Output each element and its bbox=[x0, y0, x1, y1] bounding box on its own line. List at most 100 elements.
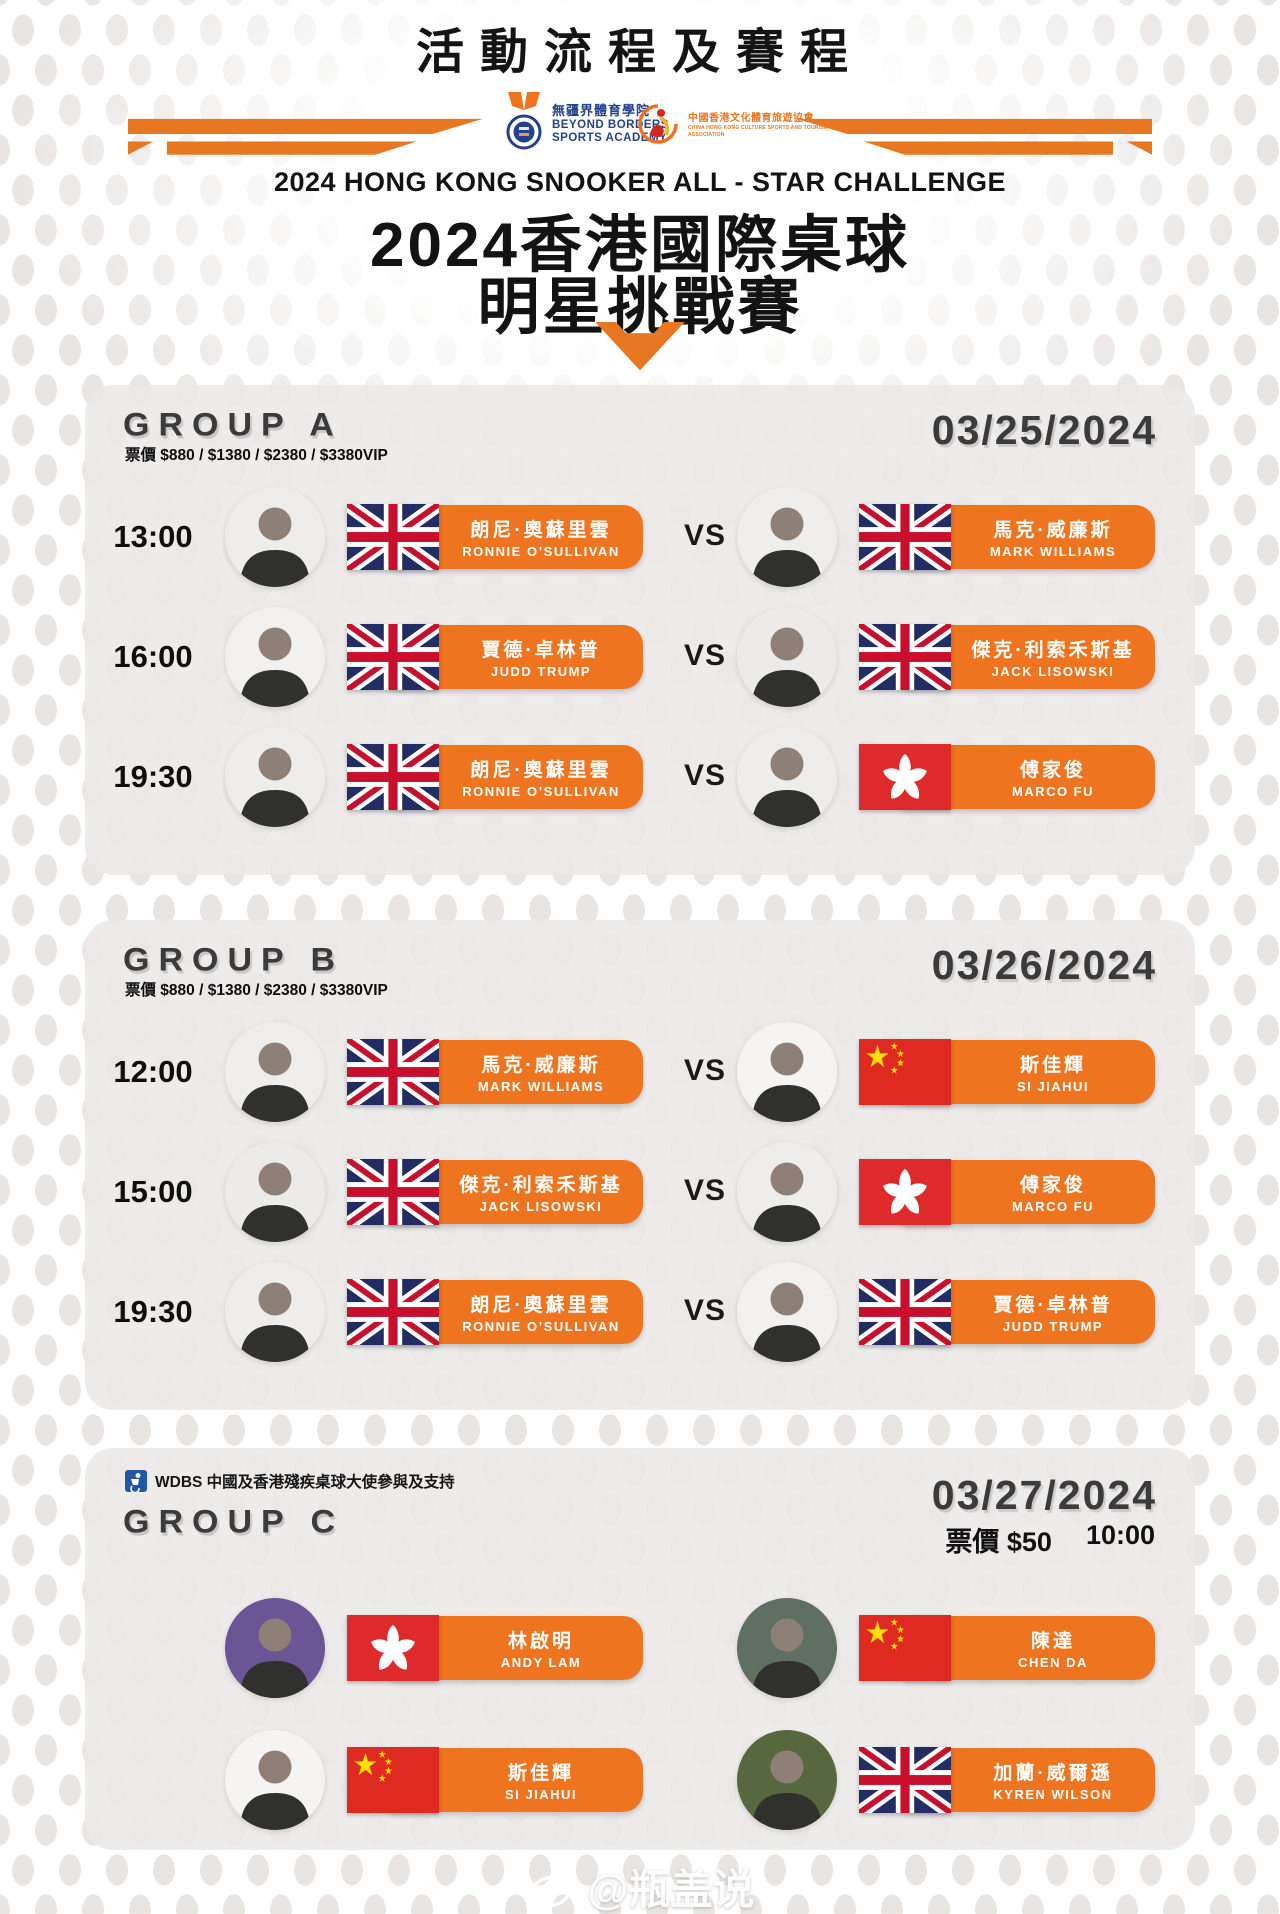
flag-uk-icon bbox=[347, 1159, 439, 1225]
wdbs-note-text: WDBS 中國及香港殘疾桌球大使參與及支持 bbox=[155, 1474, 455, 1491]
person-silhouette-icon bbox=[240, 747, 310, 827]
match-time: 19:30 bbox=[113, 1294, 193, 1329]
player-name-en: RONNIE O’SULLIVAN bbox=[462, 544, 620, 559]
flag-uk-icon bbox=[347, 624, 439, 690]
player-name-cn: 傑克·利索禾斯基 bbox=[971, 640, 1135, 661]
player-name-en: ANDY LAM bbox=[500, 1655, 582, 1670]
player-name-cn: 朗尼·奧蘇里雲 bbox=[470, 520, 612, 541]
player: 朗尼·奧蘇里雲 RONNIE O’SULLIVAN bbox=[225, 727, 643, 827]
bbsa-name-en2: SPORTS ACADEMY bbox=[552, 132, 668, 145]
person-silhouette-icon bbox=[752, 1162, 822, 1242]
chkcsta-name-en: CHINA HONG KONG CULTURE SPORTS AND TOURI… bbox=[688, 125, 829, 138]
event-title-cn-line1: 2024香港國際桌球 bbox=[370, 211, 910, 280]
player-photo bbox=[225, 1262, 325, 1362]
player: 斯佳輝 SI JIAHUI bbox=[737, 1022, 1155, 1122]
player-photo bbox=[737, 1730, 837, 1830]
player: 斯佳輝 SI JIAHUI bbox=[225, 1730, 643, 1830]
player-photo bbox=[737, 607, 837, 707]
person-silhouette-icon bbox=[752, 1750, 822, 1830]
match-row: 19:30 VS 朗尼·奧蘇里雲 RONNIE O’SULLIVAN bbox=[85, 1262, 1195, 1362]
player-photo bbox=[225, 487, 325, 587]
player-photo bbox=[225, 1022, 325, 1122]
player: 傅家俊 MARCO FU bbox=[737, 727, 1155, 827]
person-silhouette-icon bbox=[240, 507, 310, 587]
group-start-time: 10:00 bbox=[1085, 1520, 1155, 1550]
player-name-en: CHEN DA bbox=[1018, 1655, 1088, 1670]
group-date: 03/27/2024 bbox=[931, 1472, 1157, 1518]
flag-hk-icon bbox=[859, 744, 951, 810]
player-name-cn: 馬克·威廉斯 bbox=[993, 520, 1113, 541]
player-name-en: SI JIAHUI bbox=[504, 1787, 577, 1802]
player-photo bbox=[737, 1262, 837, 1362]
player: 馬克·威廉斯 MARK WILLIAMS bbox=[737, 487, 1155, 587]
match-time: 19:30 bbox=[113, 759, 193, 794]
player-name-en: JUDD TRUMP bbox=[490, 664, 592, 679]
wing-decoration-left bbox=[128, 118, 483, 155]
player-photo bbox=[225, 607, 325, 707]
match-time: 16:00 bbox=[113, 639, 193, 674]
group-ticket-price: 票價 $50 bbox=[945, 1527, 1052, 1557]
player-name-en: KYREN WILSON bbox=[993, 1787, 1113, 1802]
player-name-en: JUDD TRUMP bbox=[1002, 1319, 1104, 1334]
match-time: 15:00 bbox=[113, 1174, 193, 1209]
flag-uk-icon bbox=[347, 504, 439, 570]
person-silhouette-icon bbox=[240, 1618, 310, 1698]
player-photo bbox=[737, 727, 837, 827]
vs-label: VS bbox=[683, 639, 727, 672]
vs-label: VS bbox=[683, 1294, 727, 1327]
culture-sports-tourism-association-logo-icon bbox=[638, 104, 678, 144]
player: 加蘭·威爾遜 KYREN WILSON bbox=[737, 1730, 1155, 1830]
group-card: GROUP B 票價 $880 / $1380 / $2380 / $3380V… bbox=[85, 920, 1195, 1410]
event-title-cn-line2: 明星挑戰賽 bbox=[477, 273, 803, 342]
person-silhouette-icon bbox=[752, 507, 822, 587]
flag-hk-icon bbox=[859, 1159, 951, 1225]
group-date: 03/26/2024 bbox=[931, 942, 1157, 988]
player-photo bbox=[737, 1142, 837, 1242]
player: 賈德·卓林普 JUDD TRUMP bbox=[737, 1262, 1155, 1362]
player-name-cn: 傅家俊 bbox=[1019, 760, 1086, 781]
person-silhouette-icon bbox=[240, 627, 310, 707]
player-name-en: MARK WILLIAMS bbox=[989, 544, 1117, 559]
player: 傅家俊 MARCO FU bbox=[737, 1142, 1155, 1242]
page-title: 活動流程及賽程 bbox=[415, 26, 864, 79]
player-name-cn: 賈德·卓林普 bbox=[993, 1295, 1113, 1316]
player-photo bbox=[737, 487, 837, 587]
player-name-en: JACK LISOWSKI bbox=[991, 664, 1115, 679]
player: 傑克·利索禾斯基 JACK LISOWSKI bbox=[737, 607, 1155, 707]
watermark-text: @瓶盖说 bbox=[587, 1866, 755, 1913]
group-title: GROUP C bbox=[123, 1504, 345, 1541]
player-name-cn: 林啟明 bbox=[507, 1631, 574, 1652]
wdbs-logo-icon bbox=[125, 1470, 147, 1492]
person-silhouette-icon bbox=[752, 627, 822, 707]
match-row: 12:00 VS 馬克·威廉斯 MARK WILLIAMS bbox=[85, 1022, 1195, 1122]
group-title: GROUP A bbox=[123, 407, 343, 444]
person-silhouette-icon bbox=[752, 1042, 822, 1122]
match-row: 19:30 VS 朗尼·奧蘇里雲 RONNIE O’SULLIVAN bbox=[85, 727, 1195, 827]
player-photo bbox=[225, 727, 325, 827]
player-name-cn: 賈德·卓林普 bbox=[481, 640, 601, 661]
player: 賈德·卓林普 JUDD TRUMP bbox=[225, 607, 643, 707]
group-c-price-time: 票價 $50 10:00 bbox=[945, 1520, 1155, 1559]
player-name-en: MARCO FU bbox=[1011, 784, 1095, 799]
player-name-cn: 陳達 bbox=[1030, 1631, 1075, 1652]
player: 朗尼·奧蘇里雲 RONNIE O’SULLIVAN bbox=[225, 1262, 643, 1362]
flag-uk-icon bbox=[859, 1279, 951, 1345]
match-row: 16:00 VS 賈德·卓林普 JUDD TRUMP bbox=[85, 607, 1195, 707]
wing-decoration-right bbox=[797, 118, 1152, 155]
player: 傑克·利索禾斯基 JACK LISOWSKI bbox=[225, 1142, 643, 1242]
beyond-borders-academy-logo-icon bbox=[506, 92, 542, 150]
vs-label: VS bbox=[683, 1054, 727, 1087]
flag-uk-icon bbox=[347, 744, 439, 810]
match-time: 12:00 bbox=[113, 1054, 193, 1089]
chevron-ornament-icon bbox=[595, 322, 685, 371]
group-title: GROUP B bbox=[123, 942, 345, 979]
player-name-en: JACK LISOWSKI bbox=[479, 1199, 603, 1214]
player-name-cn: 斯佳輝 bbox=[507, 1763, 574, 1784]
match-row: 13:00 VS 朗尼·奧蘇里雲 RONNIE O’SULLIVAN bbox=[85, 487, 1195, 587]
player-name-en: SI JIAHUI bbox=[1016, 1079, 1089, 1094]
player-photo bbox=[737, 1022, 837, 1122]
flag-uk-icon bbox=[347, 1279, 439, 1345]
flag-cn-icon bbox=[859, 1039, 951, 1105]
group-ticket-prices: 票價 $880 / $1380 / $2380 / $3380VIP bbox=[125, 982, 388, 999]
event-title-en: 2024 HONG KONG SNOOKER ALL - STAR CHALLE… bbox=[273, 167, 1007, 197]
